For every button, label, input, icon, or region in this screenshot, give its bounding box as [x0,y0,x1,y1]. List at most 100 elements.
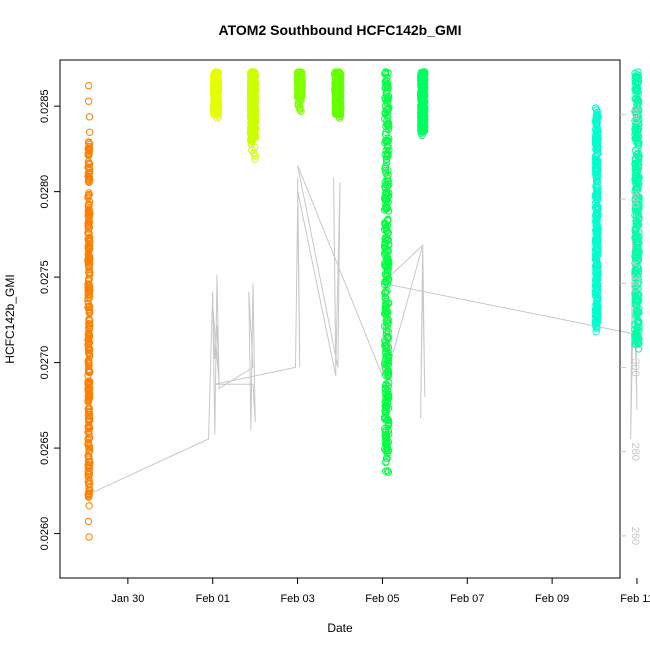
data-point [592,210,600,218]
data-point [84,191,93,200]
data-point [383,117,391,125]
data-point [634,98,643,107]
data-point [419,71,427,80]
data-point [295,92,303,100]
data-point [85,484,93,492]
data-point [384,236,392,245]
data-point [384,96,392,104]
data-point [632,340,640,348]
data-point [85,252,94,261]
data-point [384,105,392,113]
data-point [592,261,600,270]
data-point [85,269,93,277]
data-point [85,244,94,253]
data-point [382,78,390,86]
data-point [84,473,93,481]
data-point [251,91,259,100]
data-point [383,386,392,394]
data-point [591,254,600,263]
data-point [84,357,92,365]
data-point [383,454,391,462]
data-point [383,268,392,276]
data-point [381,69,390,78]
data-point [384,151,392,160]
data-point [592,282,600,290]
data-point [593,126,602,134]
data-point [381,280,389,289]
data-point [382,352,391,361]
data-point [250,74,259,82]
data-point [382,203,390,211]
data-point [632,119,640,128]
data-point [85,417,94,425]
data-point [85,189,93,197]
data-point [381,289,389,297]
data-point [634,89,642,98]
data-point [594,304,602,313]
data-point [84,452,93,461]
data-point [210,91,218,99]
data-point [634,132,642,141]
y2-tick-label: 320 [629,274,641,292]
x-tick-label: Feb 07 [450,593,484,605]
data-point [383,341,391,349]
y2-tick-label: 280 [629,442,641,460]
x-axis: Jan 30 Feb 01 Feb 03 Feb 05 Feb 07 Feb 09 Feb … [111,577,650,605]
data-point [385,379,393,387]
data-point [249,117,257,126]
data-point [633,217,641,225]
data-point [592,323,600,331]
data-point [85,140,94,149]
x-tick-label: Feb 01 [196,593,230,605]
data-point [631,154,640,163]
x-tick-label: Feb 11 [620,593,650,605]
chart-title: ATOM2 Southbound HCFC142b_GMI [219,22,462,38]
data-point [85,447,94,455]
data-point [247,80,255,88]
data-point [383,444,392,453]
data-point [381,115,389,123]
data-point [418,108,426,117]
data-point [592,278,600,286]
data-point [381,163,389,171]
data-point [85,139,93,147]
data-point [381,437,389,445]
data-point [84,163,92,172]
series-flight-2 [209,68,223,122]
y-axis-label: HCFC142b_GMI [3,274,17,363]
data-point [84,380,93,389]
data-point [633,129,642,138]
data-point [85,113,94,121]
data-point [84,470,92,478]
data-point [632,267,640,275]
data-point [295,68,303,76]
data-point [211,90,219,98]
data-point [85,128,94,137]
data-point [381,243,389,252]
data-point [634,340,643,348]
data-point [85,149,93,157]
data-point [631,146,640,155]
data-point [85,159,93,167]
data-point [632,254,640,262]
data-point [334,83,342,91]
data-point [591,236,600,244]
data-point [384,320,392,328]
data-point [84,304,92,312]
data-point [85,320,93,328]
data-point [592,141,600,149]
data-point [385,181,393,189]
data-point [84,377,92,385]
data-point [85,417,93,426]
series-flight-8 [591,104,602,336]
data-point [85,328,93,336]
data-point [633,139,641,148]
data-point [382,355,390,364]
data-point [635,320,643,328]
data-series-group [84,68,643,541]
data-point [384,350,392,358]
data-point [211,71,219,79]
data-point [594,308,602,316]
data-point [383,77,391,85]
